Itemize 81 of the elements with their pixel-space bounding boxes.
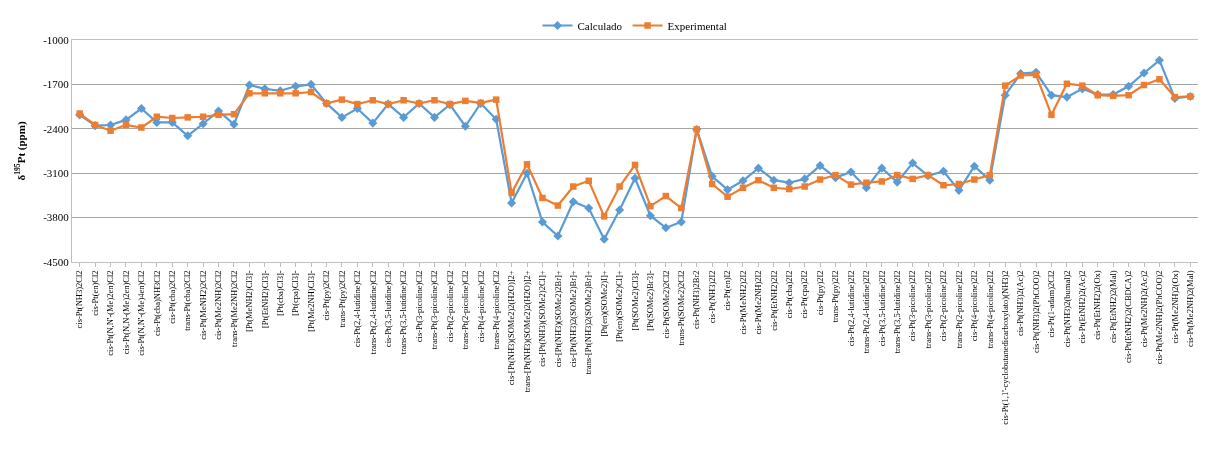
x-tick-label: [Pt(Me2NH)Cl3]- [305, 270, 316, 332]
x-tick-label: cis-Pt(cpa)2I2 [799, 270, 810, 319]
x-tick-label: cis-Pt(2-picoline)2I2 [938, 270, 949, 342]
x-tick-label: cis-Pt(Me2NH)2Cl2 [213, 270, 224, 340]
x-tick-label: trans-Pt(2,4-lutidine)2I2 [861, 270, 872, 354]
x-tick-label: [Pt(en)(SOMe2)I]+ [598, 270, 609, 337]
x-tick-label: cis-Pt(NH3)2(PhCOO)2 [1030, 270, 1041, 354]
x-tick-label: cis-Pt(en)I2 [722, 270, 733, 311]
x-tick-label: cis-Pt(EtNH2)2(Mal) [1107, 270, 1118, 344]
x-tick-label: cis-Pt(2,4-lutidine)2I2 [845, 270, 856, 347]
x-tick-label: cis-Pt(EtNH2)2(Ac)2 [1077, 270, 1088, 344]
x-tick-label: trans-Pt(SOMe2)2Cl2 [676, 270, 687, 346]
x-tick-label: trans-Pt(cba)2Cl2 [182, 270, 193, 331]
x-tick-label: cis-Pt(Me2NH)2I2 [753, 270, 764, 335]
x-tick-label: cis-Pt(N,N'-(Me)4en)Cl2 [136, 270, 147, 356]
x-tick-label: trans-[Pt(NH3)2(SOMe2)Br]+ [583, 270, 594, 375]
x-tick-label: cis-Pt(3,5-lutidine)2I2 [876, 270, 887, 347]
legend-label: Calculado [577, 19, 623, 32]
x-tick-label: [Pt(MeNH2)Cl3]- [244, 270, 255, 332]
x-tick-label: cis-Pt(py)2Cl2 [321, 270, 332, 321]
x-tick-label: cis-Pt(EtNH2)2(CBDCA)2 [1123, 270, 1134, 363]
x-tick-label: trans-Pt(3-picoline)2I2 [922, 270, 933, 349]
x-tick-label: cis-Pt(SOMe2)2Cl2 [660, 270, 671, 339]
x-tick-label: cis-Pt(Me2NH)2(Ox) [1169, 270, 1180, 344]
x-tick-label: trans-Pt(2-picoline)2I2 [953, 270, 964, 349]
x-tick-label: cis-Pt(3-picoline)Cl2 [413, 270, 424, 343]
x-tick-label: [Pt(EtNH2)Cl3]- [259, 270, 270, 329]
x-tick-label: cis-Pt(en)Cl2 [89, 270, 100, 316]
x-tick-label: cis-Pt(N,N'-(Me)2en)Cl2 [105, 270, 116, 356]
x-tick-label: cis-Pt(cba)2Cl2 [167, 270, 178, 324]
x-tick-label: cis-Pt(MeNH2)2I2 [737, 270, 748, 335]
x-tick-label: cis-Pt(1-adam)2Cl2 [1046, 270, 1057, 338]
x-tick-label: cis-Pt(NH3)2(Ac)2 [1015, 270, 1026, 337]
x-tick-label: cis-[Pt(NH3)2(SOMe2)Br]+ [568, 270, 579, 368]
y-tick-label: -1000 [43, 33, 70, 46]
x-tick-label: [Pt(en)(SOMe2)Cl]+ [614, 270, 625, 342]
x-tick-label: trans-Pt(3-picoline)Cl2 [429, 270, 440, 350]
x-tick-label: trans-Pt(4-picoline)2I2 [984, 270, 995, 349]
x-tick-label: trans-Pt(3,5-lutidine)2I2 [891, 270, 902, 354]
x-tick-label: cis-Pt(NH3)2Cl2 [74, 270, 85, 329]
y-tick-label: -2400 [43, 122, 70, 135]
x-tick-label: trans-Pt(3,5-lutidine)Cl2 [398, 270, 409, 355]
x-tick-label: trans-Pt(Me2NH)2Cl2 [228, 270, 239, 347]
x-tick-label: cis-Pt(NH3)2I2 [706, 270, 717, 324]
x-tick-label: [Pt(SOMe2)Cl3]- [629, 270, 640, 331]
y-tick-label: -3100 [43, 167, 70, 180]
x-tick-label: cis-Pt(Me2NH)2(Mal) [1185, 270, 1196, 347]
x-tick-label: cis-Pt(cba)2I2 [784, 270, 795, 319]
y-tick-label: -1700 [43, 78, 70, 91]
x-tick-label: cis-[Pt(NH3)(SOMe2)2Cl]+ [537, 270, 548, 367]
x-tick-label: [Pt(cba)Cl3]- [274, 270, 285, 316]
x-tick-label: trans-Pt(4-picoline)Cl2 [490, 270, 501, 350]
x-tick-label: cis-[Pt(NH3)(SOMe2)2Br]+ [552, 270, 563, 368]
x-tick-label: trans-Pt(py)2Cl2 [336, 270, 347, 328]
x-tick-label: cis-Pt(NH3)2Br2 [691, 270, 702, 329]
x-tick-label: cis-Pt(4-picoline)Cl2 [475, 270, 486, 343]
x-tick-label: cis-Pt(Me2NH)2(PhCOO)2 [1154, 270, 1165, 365]
x-tick-label: cis-Pt(4-picoline)2I2 [969, 270, 980, 342]
x-tick-label: trans-Pt(py)2I2 [830, 270, 841, 323]
x-tick-label: cis-Pt(N,N-(Me)2en)Cl2 [120, 270, 131, 355]
x-tick-label: cis-Pt(py)2I2 [814, 270, 825, 316]
legend-label: Experimental [667, 19, 727, 32]
x-tick-label: trans-Pt(2,4-lutidine)Cl2 [367, 270, 378, 355]
y-tick-label: -3800 [43, 211, 70, 224]
x-tick-label: cis-Pt(MeNH2)2Cl2 [197, 270, 208, 340]
x-tick-label: cis-Pt(1,1'-cyclobutanedicarboxylato)(NH3)2 [999, 270, 1010, 425]
x-tick-label: cis-Pt(EtNH2)2I2 [768, 270, 779, 331]
x-tick-label: cis-Pt(3,5-lutidine)Cl2 [382, 270, 393, 348]
y-tick-label: -4500 [43, 255, 70, 268]
x-tick-label: cis-Pt(cba)NH3Cl2 [151, 270, 162, 337]
x-tick-label: cis-Pt(EtNH2)2(Ox) [1092, 270, 1103, 340]
x-tick-label: trans-Pt(2-picoline)Cl2 [460, 270, 471, 350]
x-tick-label: cis-Pt(3-picoline)2I2 [907, 270, 918, 342]
x-tick-label: trans-[Pt(NH3)(SOMe2)2(H2O)]2+ [521, 270, 532, 393]
x-tick-label: cis-Pt(Me2NH)2(Ac)2 [1138, 270, 1149, 348]
x-tick-label: [Pt(SOMe2)Br3]- [645, 270, 656, 331]
x-tick-label: [Pt(cpa)Cl3]- [290, 270, 301, 316]
x-tick-label: cis-Pt(NH3)2(bumal)2 [1061, 270, 1072, 348]
x-tick-label: cis-Pt(2,4-lutidine)Cl2 [352, 270, 363, 348]
x-tick-label: cis-Pt(2-picoline)Cl2 [444, 270, 455, 343]
x-tick-label: cis-[Pt(NH3)(SOMe2)2(H2O)]2+ [506, 270, 517, 386]
